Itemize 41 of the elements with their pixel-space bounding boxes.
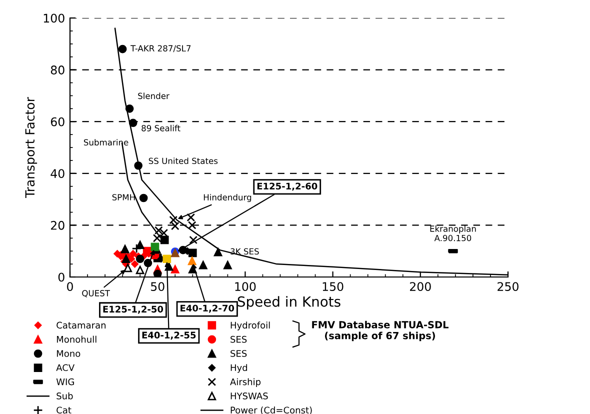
annotation: Slender (138, 92, 170, 100)
annotation: E40-1,2-55 (142, 332, 196, 340)
y-tick-label: 20 (50, 220, 64, 230)
legend-label: Airship (230, 378, 261, 387)
legend-label: Hyd (230, 364, 248, 373)
annotation: E40-1,2-70 (180, 304, 234, 313)
annotation: QUEST (82, 290, 110, 298)
annotation: E125-1,2-60 (257, 182, 318, 191)
y-tick-label: 80 (50, 66, 64, 74)
x-tick-label: 200 (410, 282, 431, 291)
x-tick-label: 250 (498, 282, 518, 291)
annotation: Submarine (84, 139, 128, 146)
annotation: SPMH (112, 194, 135, 200)
legend-label: SES (230, 350, 247, 357)
x-tick-label: 100 (235, 282, 256, 291)
legend-label: Catamaran (56, 322, 106, 329)
legend-label: Sub (56, 392, 73, 400)
legend-label: Hydrofoil (230, 322, 270, 330)
legend-label: Mono (56, 350, 80, 357)
annotation: E125-1,2-50 (103, 306, 164, 314)
y-tick-label: 100 (44, 14, 64, 23)
legend-label: Monohull (56, 336, 96, 343)
y-tick-label: 60 (50, 117, 64, 126)
x-tick-label: 50 (151, 282, 164, 291)
legend-label: HYSWAS (230, 392, 268, 400)
legend-label: ACV (56, 364, 75, 372)
x-tick-label: 150 (322, 282, 344, 291)
legend-label: WIG (56, 378, 74, 386)
x-axis-title: Speed in Knots (238, 296, 340, 310)
annotation: Ekranoplan A.90.150 (430, 225, 476, 242)
legend-label: SES (230, 336, 247, 343)
y-tick-label: 40 (50, 169, 64, 178)
annotation: T-AKR 287/SL7 (130, 45, 191, 52)
text: FMV Database NTUA-SDL (sample of 67 ships) (312, 320, 448, 342)
x-tick-label: 0 (67, 282, 73, 291)
legend-label: Cat (56, 406, 72, 414)
y-tick-label: 0 (58, 272, 64, 282)
y-axis-title: Transport Factor (25, 97, 38, 198)
annotation: Hindendurg (204, 194, 252, 202)
annotation: SS United States (148, 158, 218, 164)
annotation: 89 Sealift (142, 124, 180, 132)
